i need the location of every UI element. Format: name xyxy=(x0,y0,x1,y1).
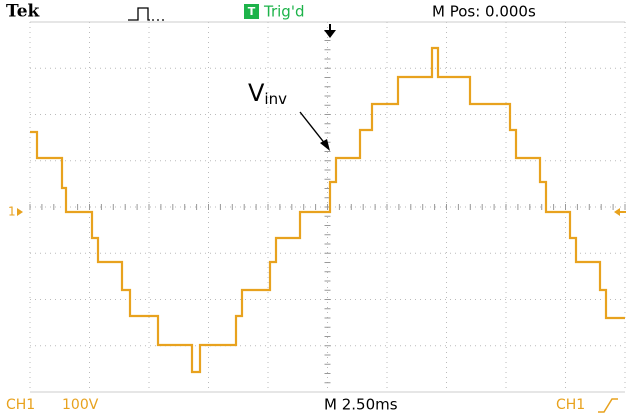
trigger-status: Trig'd xyxy=(263,3,304,21)
trigger-icon: T xyxy=(248,5,256,18)
footer-timebase: M 2.50ms xyxy=(324,396,398,414)
footer-channel: CH1 xyxy=(6,397,35,413)
waveform xyxy=(30,46,625,374)
trigger-level-marker xyxy=(614,208,626,216)
channel-marker-arrow xyxy=(17,208,23,216)
annotation-subscript: inv xyxy=(264,90,287,108)
position: M Pos: 0.000s xyxy=(432,3,536,21)
footer-trigger-source: CH1 xyxy=(556,397,585,413)
annotation-v: V xyxy=(248,79,265,107)
trigger-icon-box xyxy=(244,4,259,19)
brand: Tek xyxy=(6,2,41,22)
trigger-position-arrow xyxy=(324,30,336,38)
graticule xyxy=(29,21,626,393)
annotation-arrowhead xyxy=(320,139,330,151)
trigger-slope-icon xyxy=(598,398,618,413)
annotation-label: Vinv xyxy=(248,79,287,108)
footer-scale: 100V xyxy=(62,397,99,413)
channel-marker: 1 xyxy=(8,205,16,219)
pulse-icon xyxy=(128,7,164,21)
annotation-arrow xyxy=(299,111,327,146)
